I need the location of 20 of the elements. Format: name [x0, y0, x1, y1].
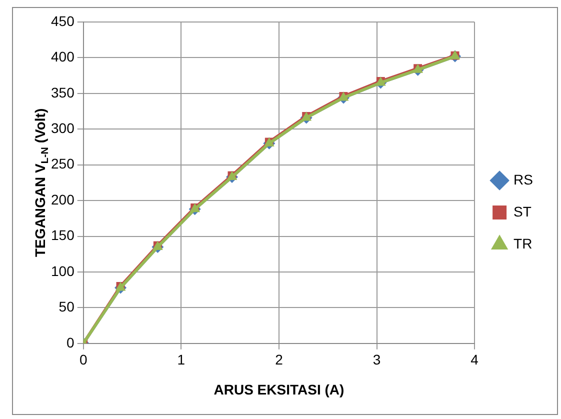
- x-axis-title: ARUS EKSITASI (A): [214, 381, 344, 398]
- x-tick-label: 4: [470, 352, 479, 368]
- y-axis-title: TEGANGAN VL-N (Volt): [32, 108, 51, 258]
- x-tick-label: 2: [275, 352, 284, 368]
- legend-label: RS: [514, 171, 534, 188]
- y-tick-label: 0: [66, 334, 75, 350]
- y-tick-label: 100: [51, 262, 75, 279]
- legend-label: ST: [514, 203, 532, 220]
- y-tick-label: 350: [51, 84, 75, 100]
- legend-label: TR: [514, 235, 532, 252]
- y-tick-label: 250: [51, 156, 75, 172]
- y-tick-label: 200: [51, 191, 75, 208]
- y-tick-label: 150: [51, 227, 75, 244]
- x-tick-label: 0: [79, 352, 88, 368]
- y-tick-label: 300: [51, 120, 75, 136]
- x-tick-label: 1: [177, 352, 186, 368]
- y-tick-label: 400: [51, 48, 75, 65]
- y-tick-label: 50: [58, 298, 75, 315]
- x-tick-label: 3: [372, 352, 381, 368]
- y-tick-label: 450: [51, 12, 75, 29]
